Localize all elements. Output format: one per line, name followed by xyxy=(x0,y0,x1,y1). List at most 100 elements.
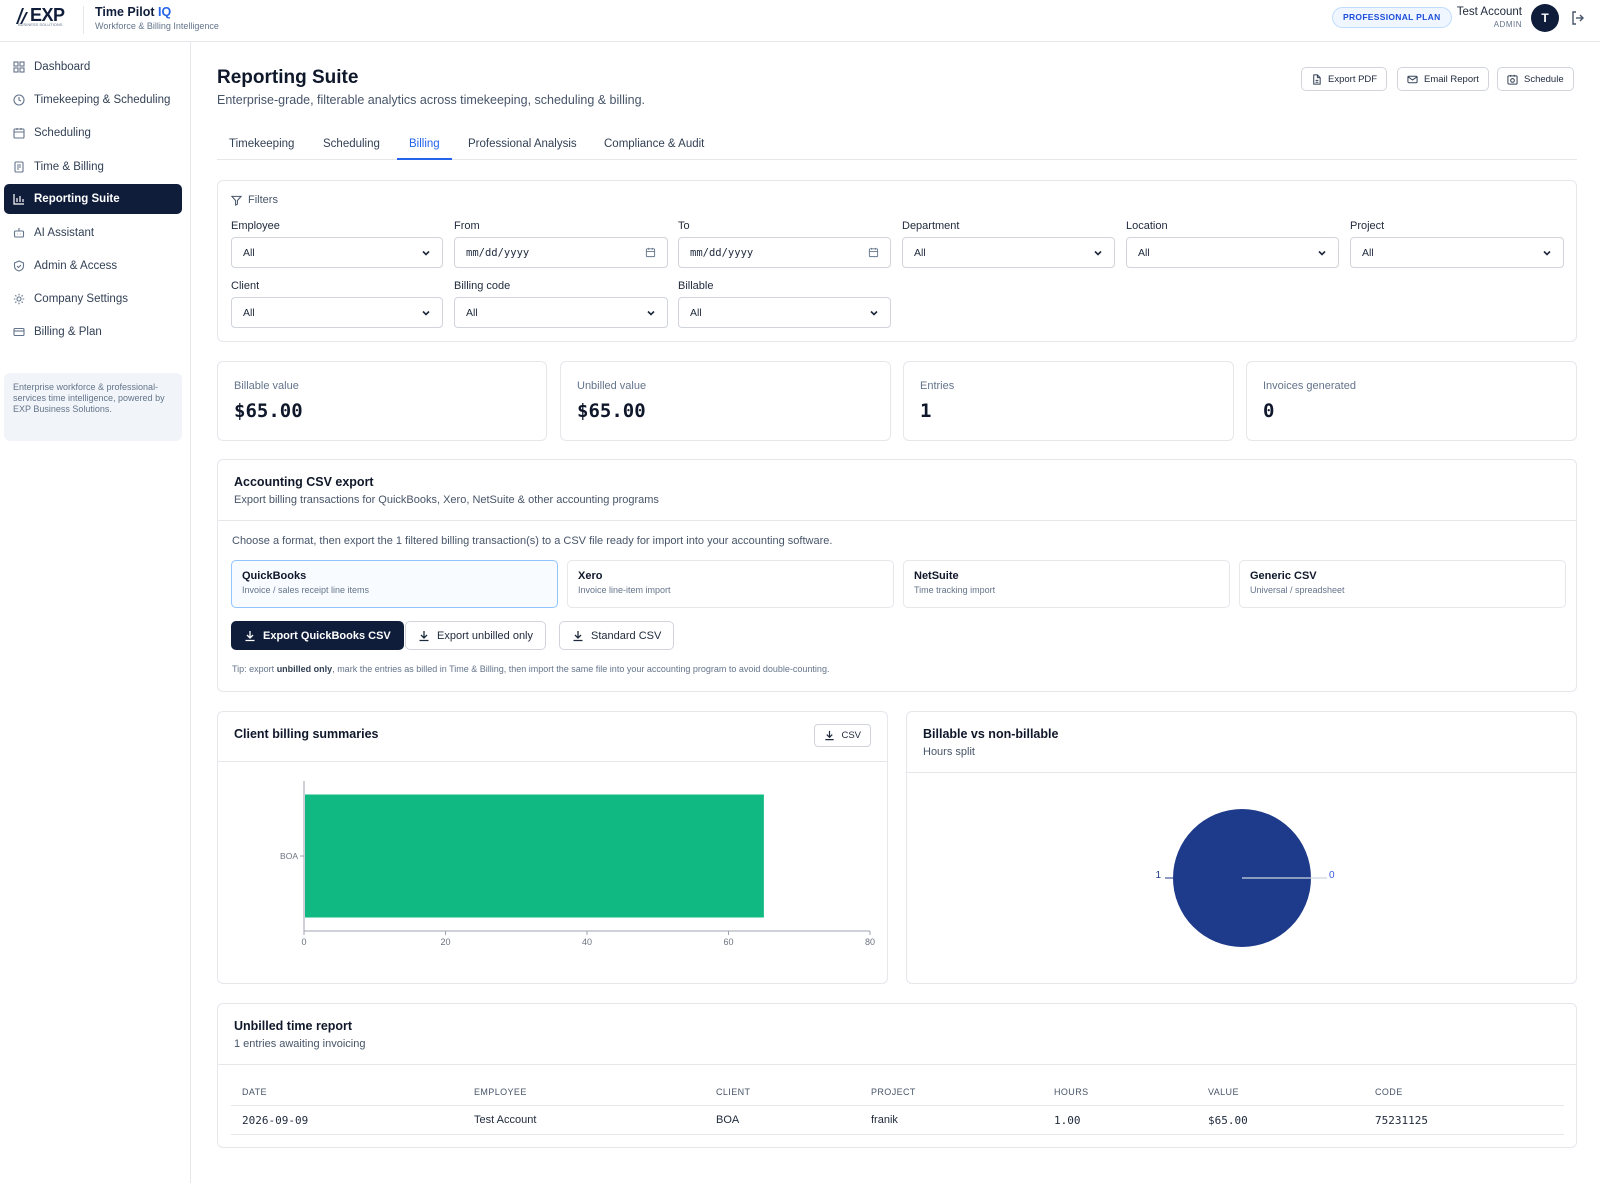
sidebar-item-time-billing[interactable]: Time & Billing xyxy=(4,152,182,182)
billable-split-subtitle: Hours split xyxy=(923,746,975,758)
sidebar-item-label: Admin & Access xyxy=(34,260,118,272)
stat-value: 1 xyxy=(920,400,932,422)
tip-suffix: , mark the entries as billed in Time & B… xyxy=(332,664,830,674)
exp-logo-icon xyxy=(16,7,28,24)
sidebar-item-scheduling[interactable]: Scheduling xyxy=(4,118,182,148)
tab-compliance-audit[interactable]: Compliance & Audit xyxy=(604,138,705,150)
brand-divider xyxy=(83,6,84,34)
cell-code: 75231125 xyxy=(1375,1114,1428,1127)
section-divider xyxy=(218,1064,1576,1065)
format-title: QuickBooks xyxy=(242,570,307,582)
logo-subtext: BUSINESS SOLUTIONS xyxy=(18,22,63,27)
from-date-value: mm/dd/yyyy xyxy=(466,246,530,259)
chevron-down-icon xyxy=(1318,250,1326,256)
clock-icon xyxy=(13,94,25,106)
from-date-input[interactable]: mm/dd/yyyy xyxy=(454,237,668,268)
tab-professional-analysis[interactable]: Professional Analysis xyxy=(468,138,577,150)
to-date-input[interactable]: mm/dd/yyyy xyxy=(678,237,891,268)
client-select[interactable]: All xyxy=(231,297,443,328)
stat-label: Billable value xyxy=(234,380,299,392)
tab-scheduling[interactable]: Scheduling xyxy=(323,138,380,150)
client-billing-bar-chart: 0 20 40 60 80 BOA xyxy=(280,781,875,947)
stat-card-invoices-generated: Invoices generated 0 xyxy=(1246,361,1577,441)
column-header-code[interactable]: CODE xyxy=(1375,1087,1403,1097)
page-title: Reporting Suite xyxy=(217,67,359,88)
employee-select[interactable]: All xyxy=(231,237,443,268)
company-logo[interactable]: EXP xyxy=(14,5,65,26)
chevron-down-icon xyxy=(422,250,430,256)
column-header-value[interactable]: VALUE xyxy=(1208,1087,1239,1097)
email-report-button[interactable]: Email Report xyxy=(1397,67,1489,91)
client-summary-csv-button[interactable]: CSV xyxy=(814,724,871,747)
tab-timekeeping[interactable]: Timekeeping xyxy=(229,138,295,150)
sidebar-item-company-settings[interactable]: Company Settings xyxy=(4,284,182,314)
column-header-hours[interactable]: HOURS xyxy=(1054,1087,1089,1097)
format-desc: Universal / spreadsheet xyxy=(1250,585,1345,595)
project-value: All xyxy=(1362,246,1374,259)
format-title: NetSuite xyxy=(914,570,959,582)
y-tick-label: BOA xyxy=(280,851,298,861)
sidebar-item-billing-plan[interactable]: Billing & Plan xyxy=(4,317,182,347)
sidebar-item-admin-access[interactable]: Admin & Access xyxy=(4,251,182,281)
sidebar-item-ai-assistant[interactable]: AI Assistant xyxy=(4,218,182,248)
from-label: From xyxy=(454,220,480,232)
account-name: Test Account xyxy=(1456,6,1522,18)
sidebar-item-timekeeping-scheduling[interactable]: Timekeeping & Scheduling xyxy=(4,85,182,115)
unbilled-title: Unbilled time report xyxy=(234,1019,353,1033)
calendar-icon[interactable] xyxy=(645,247,656,258)
export-pdf-button[interactable]: Export PDF xyxy=(1301,67,1388,91)
unbilled-time-report-card: Unbilled time report 1 entries awaiting … xyxy=(217,1003,1577,1148)
billing-code-select[interactable]: All xyxy=(454,297,668,328)
department-select[interactable]: All xyxy=(902,237,1115,268)
column-header-client[interactable]: CLIENT xyxy=(716,1087,751,1097)
project-select[interactable]: All xyxy=(1350,237,1564,268)
format-option-netsuite[interactable]: NetSuite Time tracking import xyxy=(903,560,1230,608)
page-subtitle: Enterprise-grade, filterable analytics a… xyxy=(217,93,645,107)
project-label: Project xyxy=(1350,220,1385,232)
app-tagline: Workforce & Billing Intelligence xyxy=(95,21,219,31)
tab-billing[interactable]: Billing xyxy=(397,138,452,160)
format-option-xero[interactable]: Xero Invoice line-item import xyxy=(567,560,894,608)
logout-icon[interactable] xyxy=(1570,10,1586,26)
sidebar-item-label: AI Assistant xyxy=(34,227,95,239)
format-option-quickbooks[interactable]: QuickBooks Invoice / sales receipt line … xyxy=(231,560,558,608)
sidebar-item-reporting-suite[interactable]: Reporting Suite xyxy=(4,184,182,214)
cell-client: BOA xyxy=(716,1114,740,1126)
standard-csv-button[interactable]: Standard CSV xyxy=(559,621,675,650)
stat-value: 0 xyxy=(1263,400,1275,422)
schedule-button[interactable]: Schedule xyxy=(1497,67,1574,91)
column-header-employee[interactable]: EMPLOYEE xyxy=(474,1087,527,1097)
csv-export-subtitle: Export billing transactions for QuickBoo… xyxy=(234,494,659,506)
standard-csv-label: Standard CSV xyxy=(591,629,662,642)
sidebar-item-label: Scheduling xyxy=(34,127,91,139)
column-header-project[interactable]: PROJECT xyxy=(871,1087,916,1097)
account-info[interactable]: Test Account ADMIN xyxy=(1457,6,1522,29)
sidebar-item-label: Time & Billing xyxy=(34,161,104,173)
billing-code-label: Billing code xyxy=(454,280,511,292)
column-header-date[interactable]: DATE xyxy=(242,1087,267,1097)
sidebar-item-dashboard[interactable]: Dashboard xyxy=(4,52,182,82)
bar-chart-icon xyxy=(13,194,24,205)
csv-label: CSV xyxy=(841,730,861,741)
cell-project: franik xyxy=(871,1114,898,1126)
calendar-clock-icon xyxy=(1507,74,1518,85)
billable-select[interactable]: All xyxy=(678,297,891,328)
export-quickbooks-csv-button[interactable]: Export QuickBooks CSV xyxy=(231,621,404,650)
grid-icon xyxy=(13,61,25,73)
export-quickbooks-label: Export QuickBooks CSV xyxy=(263,629,391,642)
tip-bold: unbilled only xyxy=(276,664,333,674)
avatar[interactable]: T xyxy=(1531,4,1559,32)
filters-title: Filters xyxy=(231,194,278,206)
format-option-generic-csv[interactable]: Generic CSV Universal / spreadsheet xyxy=(1239,560,1566,608)
calendar-icon[interactable] xyxy=(868,247,879,258)
bar-boa xyxy=(305,794,764,918)
receipt-icon xyxy=(14,161,24,173)
sidebar-item-label: Timekeeping & Scheduling xyxy=(34,94,171,106)
location-select[interactable]: All xyxy=(1126,237,1339,268)
billable-split-title: Billable vs non-billable xyxy=(923,727,1059,741)
client-label: Client xyxy=(231,280,260,292)
chevron-down-icon xyxy=(647,310,655,316)
plan-badge[interactable]: PROFESSIONAL PLAN xyxy=(1332,7,1452,28)
stat-value: $65.00 xyxy=(234,400,303,422)
export-unbilled-only-button[interactable]: Export unbilled only xyxy=(405,621,547,650)
